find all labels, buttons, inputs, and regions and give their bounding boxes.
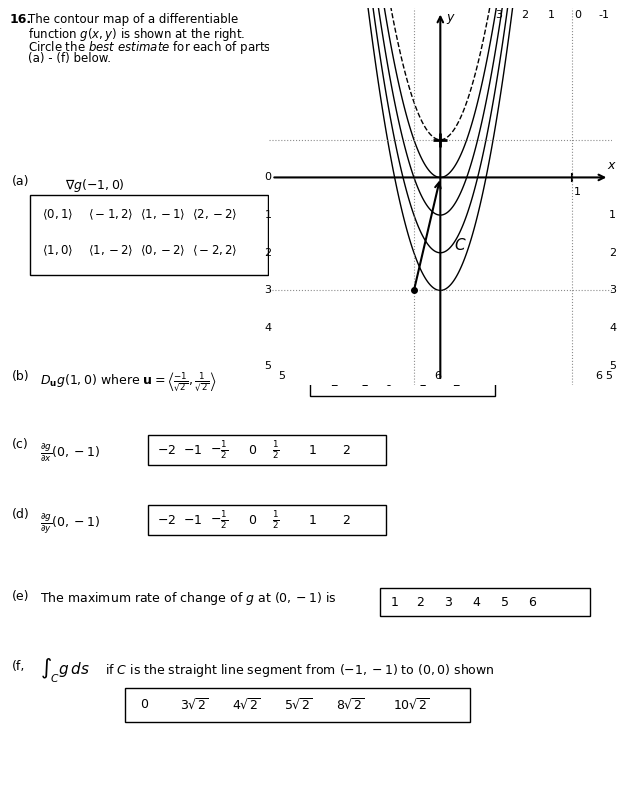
Text: 1: 1 [265,210,271,220]
Text: $-2$: $-2$ [157,443,176,457]
Text: $-1$: $-1$ [350,376,369,389]
Text: $5$: $5$ [500,596,509,608]
Text: -1: -1 [598,10,609,20]
Text: $\langle -2,2\rangle$: $\langle -2,2\rangle$ [192,243,237,259]
Text: 1: 1 [548,10,554,20]
Text: 5: 5 [609,361,616,371]
Text: $6$: $6$ [528,596,537,608]
Text: $\int_C g\,ds$: $\int_C g\,ds$ [40,656,90,684]
Bar [30,195,268,275]
Text: 16.: 16. [10,13,32,26]
Text: $\frac{\partial g}{\partial x}(0,-1)$: $\frac{\partial g}{\partial x}(0,-1)$ [40,441,100,464]
Text: The contour map of a differentiable: The contour map of a differentiable [28,13,239,26]
Text: 4: 4 [265,323,271,333]
Text: $1$: $1$ [308,514,317,527]
Text: $\frac{\partial g}{\partial y}(0,-1)$: $\frac{\partial g}{\partial y}(0,-1)$ [40,511,100,535]
Text: $\langle -1,2\rangle$: $\langle -1,2\rangle$ [88,208,133,222]
Text: 5: 5 [606,371,612,381]
Text: $\langle 1,0\rangle$: $\langle 1,0\rangle$ [42,243,73,259]
Text: $0$: $0$ [140,699,149,711]
Text: $2$: $2$ [342,514,350,527]
Text: $\langle 0,-2\rangle$: $\langle 0,-2\rangle$ [140,243,185,259]
Text: $\nabla g(-1,0)$: $\nabla g(-1,0)$ [65,177,125,194]
Text: 2: 2 [609,247,616,258]
Text: (a): (a) [12,175,30,188]
Text: $2$: $2$ [342,443,350,457]
Text: $\langle 1,-2\rangle$: $\langle 1,-2\rangle$ [88,243,133,259]
Text: 1: 1 [609,210,616,220]
Text: $y$: $y$ [446,12,455,25]
Text: 5: 5 [279,371,286,381]
Text: (f,: (f, [12,660,25,673]
Text: $0$: $0$ [248,514,257,527]
Text: function $g(x, y)$ is shown at the right.: function $g(x, y)$ is shown at the right… [28,26,245,43]
Bar [380,588,590,616]
Text: $-2$: $-2$ [157,514,176,527]
Text: 0: 0 [265,172,271,182]
Text: $\frac{1}{2}$: $\frac{1}{2}$ [272,509,279,531]
Text: $3\sqrt{2}$: $3\sqrt{2}$ [180,697,209,713]
Text: $\langle 2,-2\rangle$: $\langle 2,-2\rangle$ [192,208,237,222]
Bar [148,435,386,465]
Text: (d): (d) [12,508,30,521]
Text: $-1$: $-1$ [183,514,202,527]
Bar [310,368,495,396]
Text: $8\sqrt{2}$: $8\sqrt{2}$ [336,697,365,713]
Text: Circle the $\it{best\ estimate}$ for each of parts: Circle the $\it{best\ estimate}$ for eac… [28,39,271,56]
Text: 4: 4 [609,323,616,333]
Text: 5: 5 [265,361,271,371]
Text: (b): (b) [12,370,30,383]
Text: $C$: $C$ [454,237,466,253]
Text: $3$: $3$ [444,596,453,608]
Text: 3: 3 [495,10,502,20]
Text: $\langle 0,1\rangle$: $\langle 0,1\rangle$ [42,208,73,222]
Text: $\langle 1,-1\rangle$: $\langle 1,-1\rangle$ [140,208,185,222]
Text: $10\sqrt{2}$: $10\sqrt{2}$ [393,697,430,713]
Text: $1$: $1$ [418,376,427,389]
Text: 2: 2 [521,10,528,20]
Text: (e): (e) [12,590,30,603]
Text: $2$: $2$ [416,596,425,608]
Text: 1: 1 [574,187,581,197]
Text: $0$: $0$ [248,443,257,457]
Text: $1$: $1$ [308,443,317,457]
Text: $-\frac{1}{2}$: $-\frac{1}{2}$ [210,509,228,531]
Text: 6: 6 [434,371,441,381]
Text: (a) - (f) below.: (a) - (f) below. [28,52,111,65]
Text: 3: 3 [265,285,271,296]
Text: 0: 0 [574,10,581,20]
Bar [148,505,386,535]
Text: 2: 2 [265,247,271,258]
Text: $4$: $4$ [472,596,481,608]
Text: $2$: $2$ [452,376,460,389]
Text: 3: 3 [609,285,616,296]
Text: $-1$: $-1$ [183,443,202,457]
Bar [125,688,470,722]
Text: $x$: $x$ [607,159,617,172]
Text: $4\sqrt{2}$: $4\sqrt{2}$ [232,697,261,713]
Text: $D_{\mathbf{u}}g(1,0)$ where $\mathbf{u} = \left\langle \frac{-1}{\sqrt{2}}, \fr: $D_{\mathbf{u}}g(1,0)$ where $\mathbf{u}… [40,370,217,395]
Text: $\frac{1}{2}$: $\frac{1}{2}$ [272,439,279,461]
Text: $1$: $1$ [390,596,399,608]
Text: $5\sqrt{2}$: $5\sqrt{2}$ [284,697,313,713]
Text: $-2$: $-2$ [320,376,339,389]
Text: The maximum rate of change of $g$ at $(0,-1)$ is: The maximum rate of change of $g$ at $(0… [40,590,337,607]
Text: if $C$ is the straight line segment from $(-1,-1)$ to $(0,0)$ shown: if $C$ is the straight line segment from… [105,662,494,679]
Text: $0$: $0$ [384,376,393,389]
Text: 6: 6 [595,371,602,381]
Text: (c): (c) [12,438,29,451]
Text: $-\frac{1}{2}$: $-\frac{1}{2}$ [210,439,228,461]
